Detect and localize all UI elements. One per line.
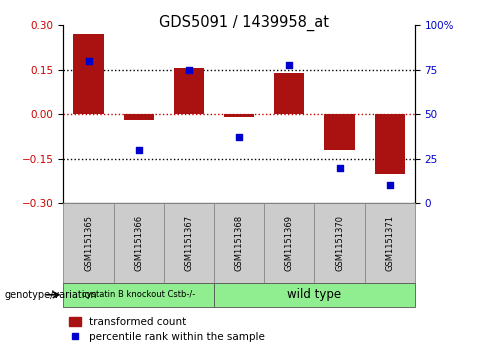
- Point: [185, 67, 193, 73]
- Text: GSM1151366: GSM1151366: [134, 215, 143, 271]
- Point: [135, 147, 142, 153]
- Bar: [314, 203, 365, 283]
- Point: [84, 58, 92, 64]
- Text: GSM1151368: GSM1151368: [235, 215, 244, 271]
- Bar: [74, 34, 103, 114]
- Bar: [164, 203, 214, 283]
- Text: wild type: wild type: [287, 289, 342, 301]
- Bar: [114, 203, 164, 283]
- Text: GSM1151365: GSM1151365: [84, 215, 93, 271]
- Bar: [123, 114, 154, 120]
- Text: GSM1151371: GSM1151371: [385, 215, 394, 271]
- Bar: [274, 73, 305, 114]
- Bar: [214, 203, 264, 283]
- Point: [285, 62, 293, 68]
- Bar: [264, 203, 314, 283]
- Point: [336, 165, 344, 171]
- Bar: [365, 203, 415, 283]
- Text: GSM1151370: GSM1151370: [335, 215, 344, 271]
- Text: GSM1151367: GSM1151367: [184, 215, 193, 271]
- Text: GDS5091 / 1439958_at: GDS5091 / 1439958_at: [159, 15, 329, 31]
- Text: genotype/variation: genotype/variation: [5, 290, 98, 300]
- Bar: [224, 114, 254, 117]
- Point: [386, 183, 394, 188]
- Text: cystatin B knockout Cstb-/-: cystatin B knockout Cstb-/-: [82, 290, 195, 299]
- Text: GSM1151369: GSM1151369: [285, 215, 294, 271]
- Bar: [325, 114, 355, 150]
- Bar: [63, 203, 114, 283]
- Legend: transformed count, percentile rank within the sample: transformed count, percentile rank withi…: [69, 317, 265, 342]
- Bar: [214, 283, 415, 307]
- Bar: [375, 114, 405, 174]
- Bar: [63, 283, 214, 307]
- Point: [235, 135, 243, 140]
- Bar: [174, 68, 204, 114]
